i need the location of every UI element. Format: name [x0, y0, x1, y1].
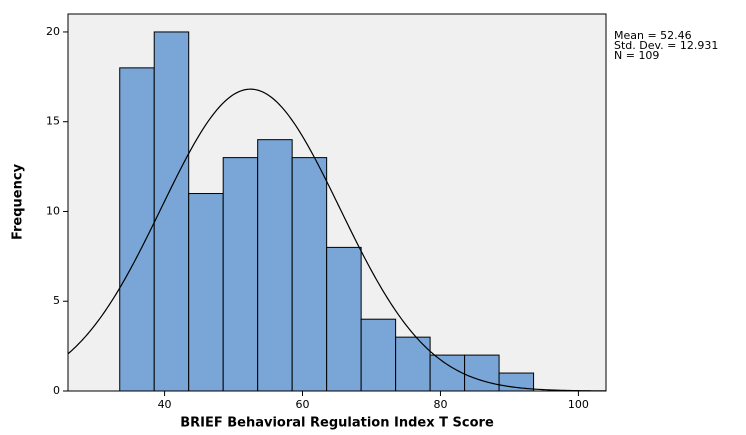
- bar: [291, 157, 328, 392]
- y-tick-label: 10: [46, 204, 60, 217]
- bar: [119, 67, 155, 392]
- normal-curve: [67, 88, 607, 392]
- bar: [429, 354, 466, 392]
- x-tick-label: 60: [296, 398, 310, 411]
- y-tick-label: 5: [53, 294, 60, 307]
- y-tick-label: 0: [53, 384, 60, 397]
- x-tick-label: 80: [433, 398, 447, 411]
- bar: [360, 318, 397, 392]
- bar: [395, 336, 431, 392]
- y-tick-label: 15: [46, 115, 60, 128]
- x-tick-label: 100: [568, 398, 589, 411]
- bar: [188, 193, 224, 392]
- bar: [464, 354, 500, 392]
- stats-annotation: N = 109: [614, 49, 659, 62]
- stats-annotation: Std. Dev. = 12.931: [614, 39, 718, 52]
- bar: [222, 157, 259, 392]
- y-axis-title: Frequency: [11, 163, 26, 240]
- x-tick-label: 40: [158, 398, 172, 411]
- bar: [257, 139, 293, 392]
- stats-annotation: Mean = 52.46: [614, 29, 692, 42]
- bar: [326, 246, 362, 392]
- x-axis-title: BRIEF Behavioral Regulation Index T Scor…: [180, 416, 494, 431]
- y-tick-label: 20: [46, 25, 60, 38]
